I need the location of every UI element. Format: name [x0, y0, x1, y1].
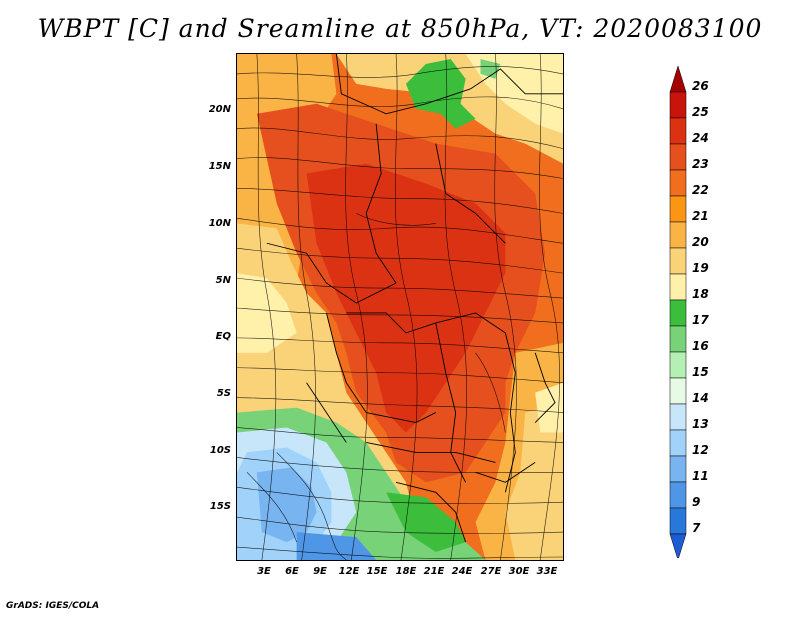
colorbar-swatch	[669, 377, 687, 405]
colorbar-top-arrow	[669, 66, 687, 93]
colorbar-label-23: 23	[692, 157, 709, 171]
map-panel: 20N 15N 10N 5N EQ 5S 10S 15S 3E 6E 9E 12…	[209, 53, 564, 577]
colorbar-label-14: 14	[692, 391, 709, 405]
lon-label-24e: 24E	[451, 566, 473, 577]
colorbar-swatch	[669, 403, 687, 431]
colorbar-swatch	[669, 169, 687, 197]
temp-band-16-north	[480, 58, 501, 79]
grads-credit: GrADS: IGES/COLA	[6, 601, 100, 611]
lon-label-12e: 12E	[338, 566, 360, 577]
colorbar-swatch	[669, 429, 687, 457]
colorbar-swatch	[669, 117, 687, 145]
colorbar-label-22: 22	[692, 183, 709, 197]
colorbar-swatch	[669, 247, 687, 275]
colorbar-scale	[669, 66, 687, 558]
temp-band-east-highland	[535, 382, 563, 433]
colorbar-label-25: 25	[692, 105, 709, 119]
lon-label-33e: 33E	[536, 566, 558, 577]
colorbar-label-18: 18	[692, 287, 709, 301]
colorbar: 26 25 24 23 22 21 20 19 18 17 16 15 14 1…	[664, 66, 724, 558]
temp-band-18-19-west	[237, 273, 297, 353]
temp-band-24-25	[306, 163, 506, 433]
temp-band-17-south	[386, 492, 466, 553]
colorbar-label-26: 26	[692, 79, 709, 93]
colorbar-label-16: 16	[692, 339, 709, 353]
colorbar-label-12: 12	[692, 443, 709, 457]
colorbar-swatch	[669, 351, 687, 379]
colorbar-label-17: 17	[692, 313, 709, 327]
lat-label-eq: EQ	[215, 331, 231, 342]
streamlines	[237, 54, 563, 560]
colorbar-bottom-arrow	[669, 533, 687, 558]
lon-label-15e: 15E	[366, 566, 388, 577]
colorbar-swatches	[669, 66, 687, 558]
colorbar-label-15: 15	[692, 365, 709, 379]
lon-label-6e: 6E	[285, 566, 299, 577]
colorbar-label-13: 13	[692, 417, 709, 431]
colorbar-label-9: 9	[692, 495, 701, 509]
colorbar-label-7: 7	[692, 521, 701, 535]
colorbar-swatch	[669, 507, 687, 535]
lat-label-20n: 20N	[208, 104, 231, 115]
map-title: WBPT [C] and Sreamline at 850hPa, VT: 20…	[37, 14, 763, 43]
colorbar-swatch	[669, 325, 687, 353]
colorbar-label-24: 24	[692, 131, 709, 145]
lon-label-27e: 27E	[480, 566, 502, 577]
colorbar-swatch	[669, 273, 687, 301]
colorbar-swatch	[669, 221, 687, 249]
lat-label-5n: 5N	[215, 275, 231, 286]
colorbar-swatch	[669, 455, 687, 483]
lon-label-18e: 18E	[395, 566, 417, 577]
colorbar-label-21: 21	[692, 209, 709, 223]
colorbar-swatch	[669, 195, 687, 223]
lat-label-15n: 15N	[208, 161, 231, 172]
colorbar-swatch	[669, 299, 687, 327]
temp-band-17-north	[405, 58, 476, 129]
colorbar-label-19: 19	[692, 261, 709, 275]
colorbar-label-20: 20	[692, 235, 709, 249]
colorbar-label-11: 11	[692, 469, 709, 483]
lon-label-3e: 3E	[257, 566, 271, 577]
temp-band-12	[256, 467, 317, 543]
lat-label-10n: 10N	[208, 218, 231, 229]
wbpt-streamline-map	[236, 53, 564, 561]
lon-label-21e: 21E	[423, 566, 445, 577]
lat-label-10s: 10S	[209, 445, 231, 456]
colorbar-swatch	[669, 143, 687, 171]
lat-label-15s: 15S	[209, 501, 231, 512]
lon-label-30e: 30E	[508, 566, 530, 577]
colorbar-swatch	[669, 91, 687, 119]
colorbar-swatch	[669, 481, 687, 509]
lat-label-5s: 5S	[216, 388, 231, 399]
lon-label-9e: 9E	[313, 566, 327, 577]
